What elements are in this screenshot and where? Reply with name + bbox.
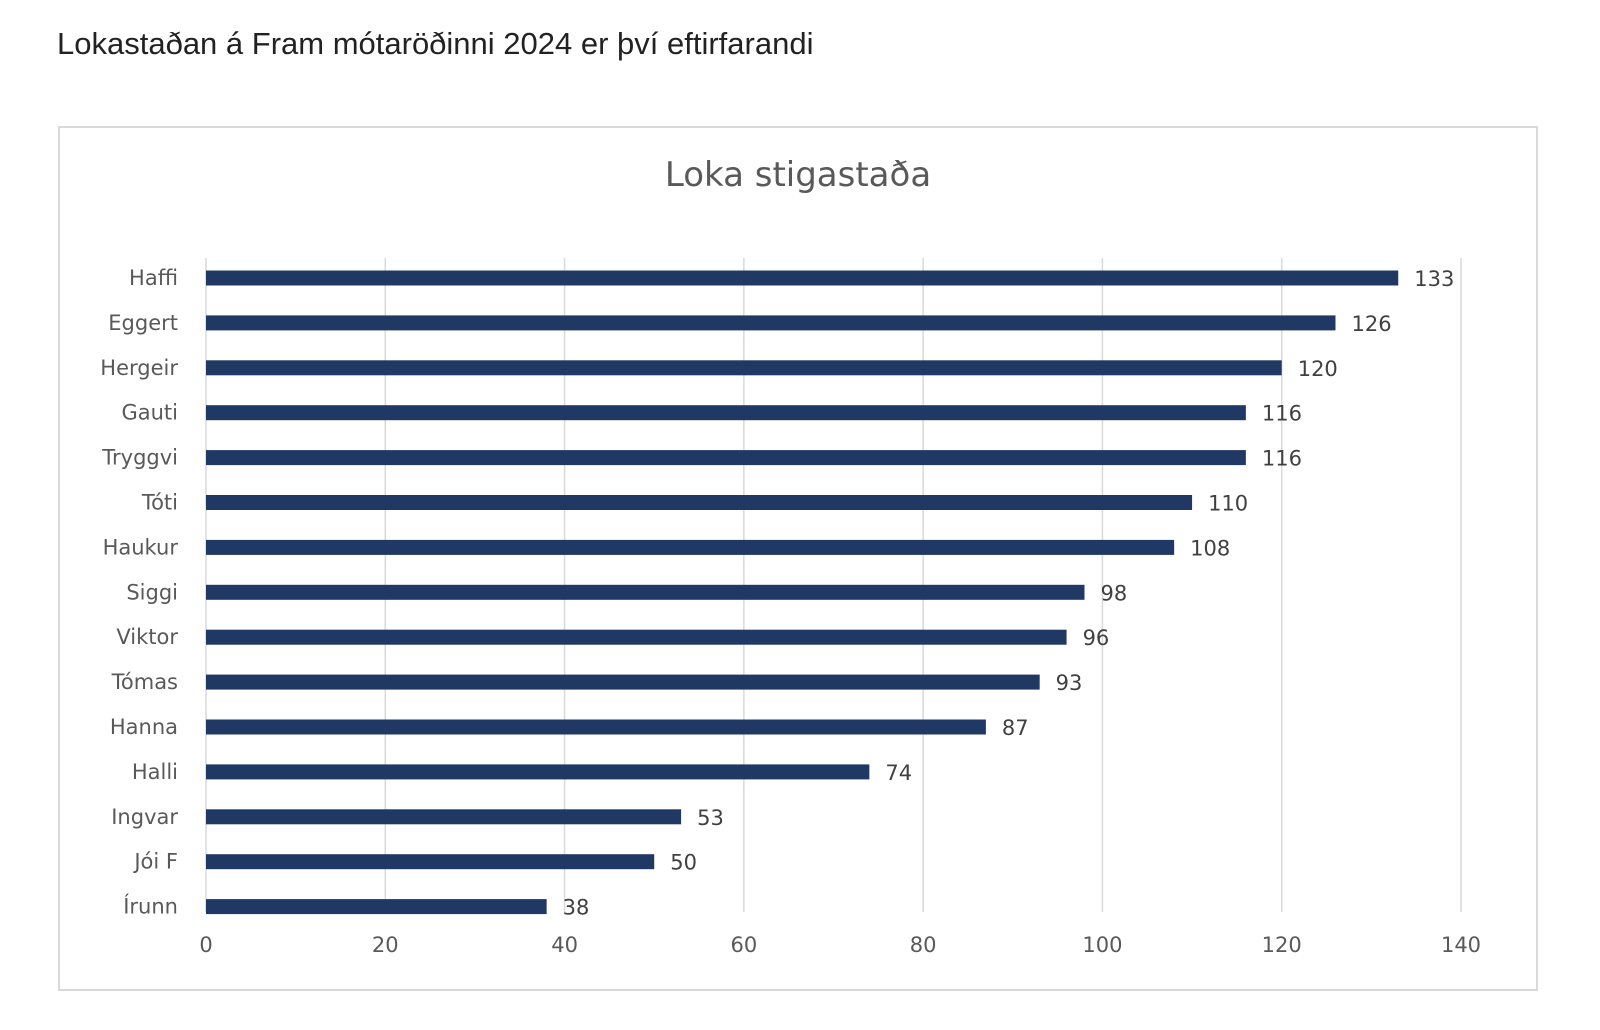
bar: [206, 270, 1399, 286]
x-tick-label: 80: [910, 933, 937, 957]
bar: [206, 674, 1040, 690]
data-label: 133: [1414, 267, 1454, 291]
category-label: Ingvar: [111, 805, 178, 829]
category-label: Viktor: [116, 625, 178, 649]
data-label: 116: [1262, 447, 1302, 471]
data-label: 126: [1352, 312, 1392, 336]
category-label: Gauti: [121, 401, 178, 425]
x-tick-label: 140: [1441, 933, 1481, 957]
data-label: 93: [1056, 671, 1083, 695]
bar: [206, 899, 547, 915]
bar: [206, 764, 870, 780]
bar: [206, 450, 1246, 466]
bar: [206, 854, 655, 870]
data-label: 120: [1298, 357, 1338, 381]
data-label: 53: [697, 806, 724, 830]
bar: [206, 539, 1175, 555]
bar: [206, 719, 986, 735]
x-tick-label: 60: [730, 933, 757, 957]
category-label: Írunn: [123, 894, 178, 919]
category-label: Hergeir: [100, 356, 178, 380]
category-label: Tryggvi: [101, 446, 178, 470]
bar: [206, 809, 682, 825]
bar: [206, 360, 1282, 376]
bar: [206, 405, 1246, 421]
data-label: 116: [1262, 402, 1302, 426]
bar: [206, 315, 1336, 331]
x-tick-label: 40: [551, 933, 578, 957]
category-label: Tóti: [141, 491, 178, 515]
data-label: 38: [563, 896, 590, 920]
bar: [206, 629, 1067, 645]
x-tick-label: 120: [1262, 933, 1302, 957]
bars: [206, 270, 1399, 915]
bar-chart: 0 20 40 60 80 100 120 140 Haffi 133 Eggert 126 Herge…: [100, 155, 1481, 957]
x-tick-label: 0: [199, 933, 212, 957]
labels: 0 20 40 60 80 100 120 140 Haffi 133 Eggert 126 Herge…: [100, 266, 1481, 957]
x-tick-label: 100: [1082, 933, 1122, 957]
data-label: 50: [670, 851, 697, 875]
category-label: Siggi: [126, 580, 178, 604]
category-label: Halli: [132, 760, 178, 784]
category-label: Eggert: [108, 311, 178, 335]
x-tick-label: 20: [372, 933, 399, 957]
category-label: Tómas: [111, 670, 178, 694]
category-label: Haffi: [129, 266, 178, 290]
bar: [206, 495, 1193, 510]
category-label: Hanna: [110, 715, 178, 739]
data-label: 110: [1208, 492, 1248, 516]
data-label: 108: [1190, 536, 1230, 560]
category-label: Jói F: [132, 850, 178, 874]
chart-frame: 0 20 40 60 80 100 120 140 Haffi 133 Eggert 126 Herge…: [58, 126, 1538, 991]
category-label: Haukur: [103, 535, 179, 559]
data-label: 98: [1101, 581, 1128, 605]
data-label: 87: [1002, 716, 1029, 740]
data-label: 96: [1083, 626, 1110, 650]
page-heading: Lokastaðan á Fram mótaröðinni 2024 er þv…: [57, 26, 814, 61]
chart-title: Loka stigastaða: [665, 155, 931, 195]
bar: [206, 584, 1085, 600]
data-label: 74: [885, 761, 912, 785]
